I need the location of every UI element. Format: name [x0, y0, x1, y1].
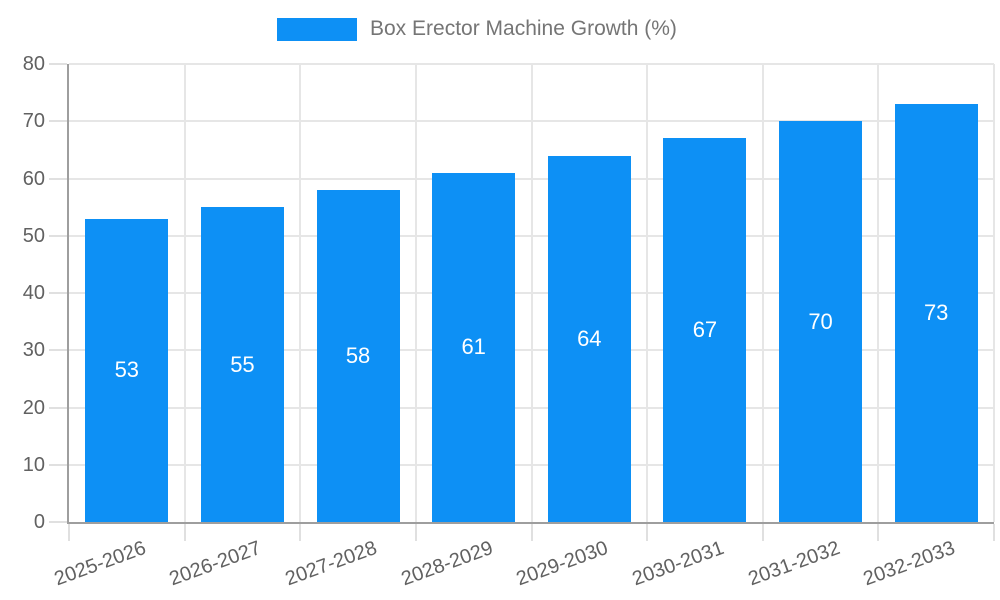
- y-axis-tick-label: 50: [22, 224, 45, 247]
- bar-value-label: 67: [692, 317, 718, 343]
- y-axis-tick: [49, 120, 67, 123]
- y-axis-tick: [49, 234, 67, 237]
- y-axis-tick-label: 40: [22, 282, 45, 304]
- x-axis-tick: [299, 524, 302, 541]
- gridline-vertical: [993, 64, 995, 522]
- y-axis-tick-label: 30: [22, 339, 45, 362]
- gridline-vertical: [414, 64, 417, 522]
- y-axis-tick: [49, 292, 67, 294]
- legend[interactable]: Box Erector Machine Growth (%): [277, 17, 677, 41]
- bar-value-label: 64: [577, 325, 602, 351]
- bar[interactable]: 67: [663, 138, 747, 522]
- y-axis-tick-label: 60: [22, 167, 45, 190]
- y-axis-tick-label: 20: [22, 396, 45, 419]
- gridline-vertical: [530, 64, 533, 522]
- bar[interactable]: 55: [200, 207, 284, 522]
- x-axis-tick: [646, 524, 649, 541]
- x-axis-tick: [877, 524, 880, 541]
- y-axis-tick-label: 0: [33, 511, 45, 533]
- bar-value-label: 70: [808, 308, 833, 334]
- plot-area: 0 10 20 30 40 50 60 70 80 53 55 58 61 64 67 70 73 2025-20…: [23, 53, 995, 590]
- gridline-vertical: [877, 64, 880, 522]
- x-axis-tick: [993, 524, 995, 541]
- y-axis-tick: [49, 406, 67, 409]
- y-axis-tick-label: 10: [22, 453, 45, 476]
- gridline-vertical: [299, 64, 302, 522]
- gridline-vertical: [761, 64, 764, 522]
- y-axis-tick: [49, 521, 67, 523]
- legend-swatch-icon: [277, 17, 357, 41]
- gridline-vertical: [183, 64, 186, 522]
- bar[interactable]: 53: [85, 218, 169, 522]
- gridline-vertical: [646, 64, 649, 522]
- y-axis-tick: [49, 463, 67, 466]
- y-axis-tick-label: 70: [22, 110, 45, 133]
- legend-label: Box Erector Machine Growth (%): [370, 17, 677, 40]
- x-axis-tick: [761, 524, 764, 541]
- bar[interactable]: 70: [779, 121, 863, 522]
- y-axis-tick: [49, 349, 67, 352]
- x-axis-tick: [68, 524, 70, 541]
- bar[interactable]: 64: [547, 155, 631, 522]
- bar-value-label: 53: [114, 357, 140, 383]
- bar-value-label: 61: [461, 334, 486, 360]
- bar-value-label: 58: [345, 342, 371, 368]
- x-axis-tick: [414, 524, 417, 541]
- x-axis-tick: [183, 524, 186, 541]
- bar[interactable]: 58: [316, 189, 400, 522]
- bar[interactable]: 73: [894, 104, 978, 522]
- bar-value-label: 55: [230, 351, 255, 377]
- y-axis-tick: [49, 63, 67, 65]
- bar[interactable]: 61: [432, 172, 516, 522]
- x-axis-tick: [530, 524, 533, 541]
- bar-value-label: 73: [923, 300, 949, 326]
- y-axis-tick: [49, 177, 67, 180]
- y-axis-tick-label: 80: [22, 53, 45, 75]
